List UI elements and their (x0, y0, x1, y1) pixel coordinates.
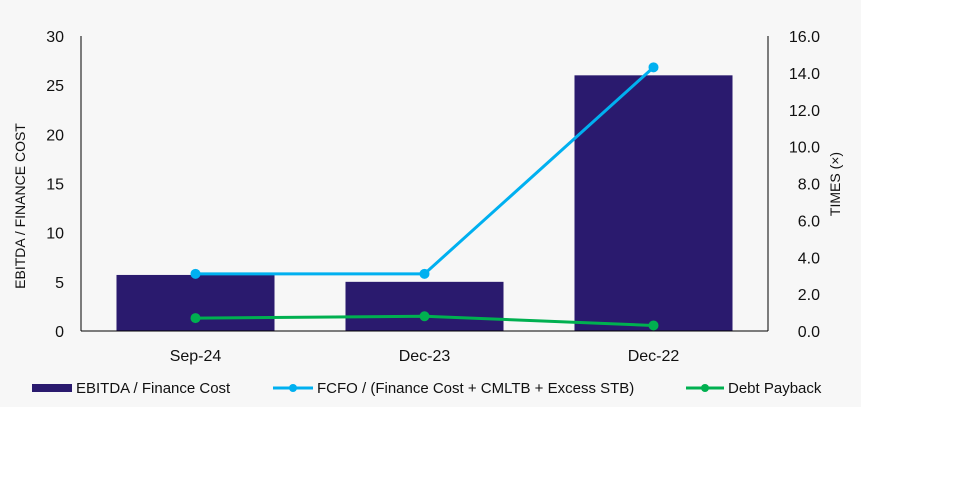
bar (345, 281, 504, 331)
chart-area: 0 5 10 15 20 25 30 0.0 2.0 4.0 6.0 8.0 10.0 12.0 14.0… (12, 29, 843, 397)
y-tick-label-left: 10 (46, 226, 64, 243)
line-point (648, 62, 659, 73)
y-tick-label-left: 5 (55, 275, 64, 292)
y-tick-label-left: 15 (46, 177, 64, 194)
y-tick-label-right: 12.0 (789, 103, 820, 120)
y-tick-label-left: 0 (55, 324, 64, 341)
legend-item: Debt Payback (686, 380, 822, 397)
y-tick-label-right: 14.0 (789, 66, 820, 83)
line-point (190, 268, 201, 279)
legend-label: FCFO / (Finance Cost + CMLTB + Excess ST… (317, 380, 634, 397)
legend-label: EBITDA / Finance Cost (76, 380, 231, 397)
line-point (419, 311, 430, 322)
line-point (419, 268, 430, 279)
y-axis-title-right: TIMES (×) (827, 152, 843, 216)
axes-layer (80, 36, 769, 332)
y-tick-label-right: 16.0 (789, 29, 820, 46)
y-axis-title-left: EBITDA / FINANCE COST (12, 123, 28, 289)
legend-label: Debt Payback (728, 380, 822, 397)
y-tick-label-right: 0.0 (798, 324, 820, 341)
chart: 0 5 10 15 20 25 30 0.0 2.0 4.0 6.0 8.0 10.0 12.0 14.0… (12, 29, 843, 397)
x-tick-label: Sep-24 (170, 348, 222, 365)
y-tick-label-left: 25 (46, 78, 64, 95)
left-tick-labels: 0 5 10 15 20 25 30 (46, 29, 64, 341)
legend-item: FCFO / (Finance Cost + CMLTB + Excess ST… (273, 380, 634, 397)
legend-swatch-marker (289, 384, 297, 392)
legend: EBITDA / Finance Cost FCFO / (Finance Cos… (32, 380, 822, 397)
y-tick-label-right: 8.0 (798, 177, 820, 194)
x-tick-label: Dec-23 (399, 348, 451, 365)
y-tick-label-left: 30 (46, 29, 64, 46)
x-tick-label: Dec-22 (628, 348, 680, 365)
legend-item: EBITDA / Finance Cost (32, 380, 231, 397)
category-labels: Sep-24 Dec-23 Dec-22 (170, 348, 680, 365)
y-tick-label-left: 20 (46, 127, 64, 144)
lines-layer (190, 62, 659, 331)
line-point (190, 313, 201, 324)
y-tick-label-right: 2.0 (798, 287, 820, 304)
y-tick-label-right: 6.0 (798, 213, 820, 230)
legend-swatch-bar (32, 384, 72, 392)
legend-swatch-marker (701, 384, 709, 392)
y-tick-label-right: 4.0 (798, 250, 820, 267)
right-tick-labels: 0.0 2.0 4.0 6.0 8.0 10.0 12.0 14.0 16.0 (789, 29, 820, 341)
bar (574, 75, 733, 331)
line-point (648, 320, 659, 331)
y-tick-label-right: 10.0 (789, 140, 820, 157)
bars-layer (116, 75, 733, 331)
